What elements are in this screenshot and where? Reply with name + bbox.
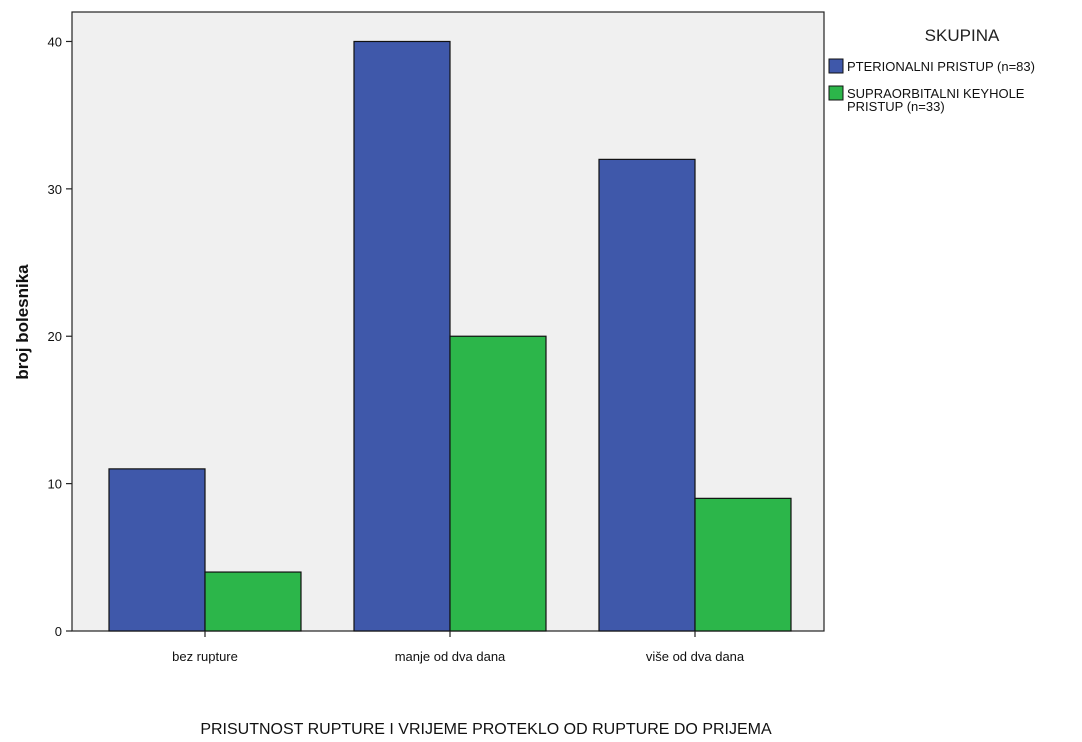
bar-supraorbitalni-1 bbox=[204, 571, 302, 632]
y-tick-label: 20 bbox=[48, 329, 62, 344]
legend-label: PTERIONALNI PRISTUP (n=83) bbox=[847, 59, 1035, 74]
legend: SKUPINA PTERIONALNI PRISTUP (n=83) SUPRAO… bbox=[828, 26, 1035, 114]
y-axis-label: broj bolesnika bbox=[13, 264, 32, 380]
y-tick-label: 30 bbox=[48, 182, 62, 197]
y-tick-label: 0 bbox=[55, 624, 62, 639]
x-tick-label: bez rupture bbox=[172, 649, 238, 664]
legend-title: SKUPINA bbox=[925, 26, 1000, 45]
y-axis: 0 10 20 30 40 bbox=[48, 34, 72, 639]
legend-label: SUPRAORBITALNI KEYHOLE bbox=[847, 86, 1025, 101]
legend-label: PRISTUP (n=33) bbox=[847, 99, 945, 114]
legend-swatch bbox=[828, 58, 844, 74]
bar-pterionalni-1 bbox=[108, 468, 206, 632]
x-tick-label: više od dva dana bbox=[646, 649, 745, 664]
bar-supraorbitalni-3 bbox=[694, 497, 792, 632]
x-axis: bez rupture manje od dva dana više od dva … bbox=[172, 631, 745, 664]
x-tick-label: manje od dva dana bbox=[395, 649, 506, 664]
y-tick-label: 40 bbox=[48, 34, 62, 49]
bars-group bbox=[108, 40, 792, 632]
x-axis-label: PRISUTNOST RUPTURE I VRIJEME PROTEKLO OD… bbox=[200, 721, 772, 738]
y-tick-label: 10 bbox=[48, 477, 62, 492]
bar-pterionalni-3 bbox=[598, 158, 696, 632]
bar-pterionalni-2 bbox=[353, 40, 451, 632]
bar-supraorbitalni-2 bbox=[449, 335, 547, 632]
legend-swatch bbox=[828, 85, 844, 101]
